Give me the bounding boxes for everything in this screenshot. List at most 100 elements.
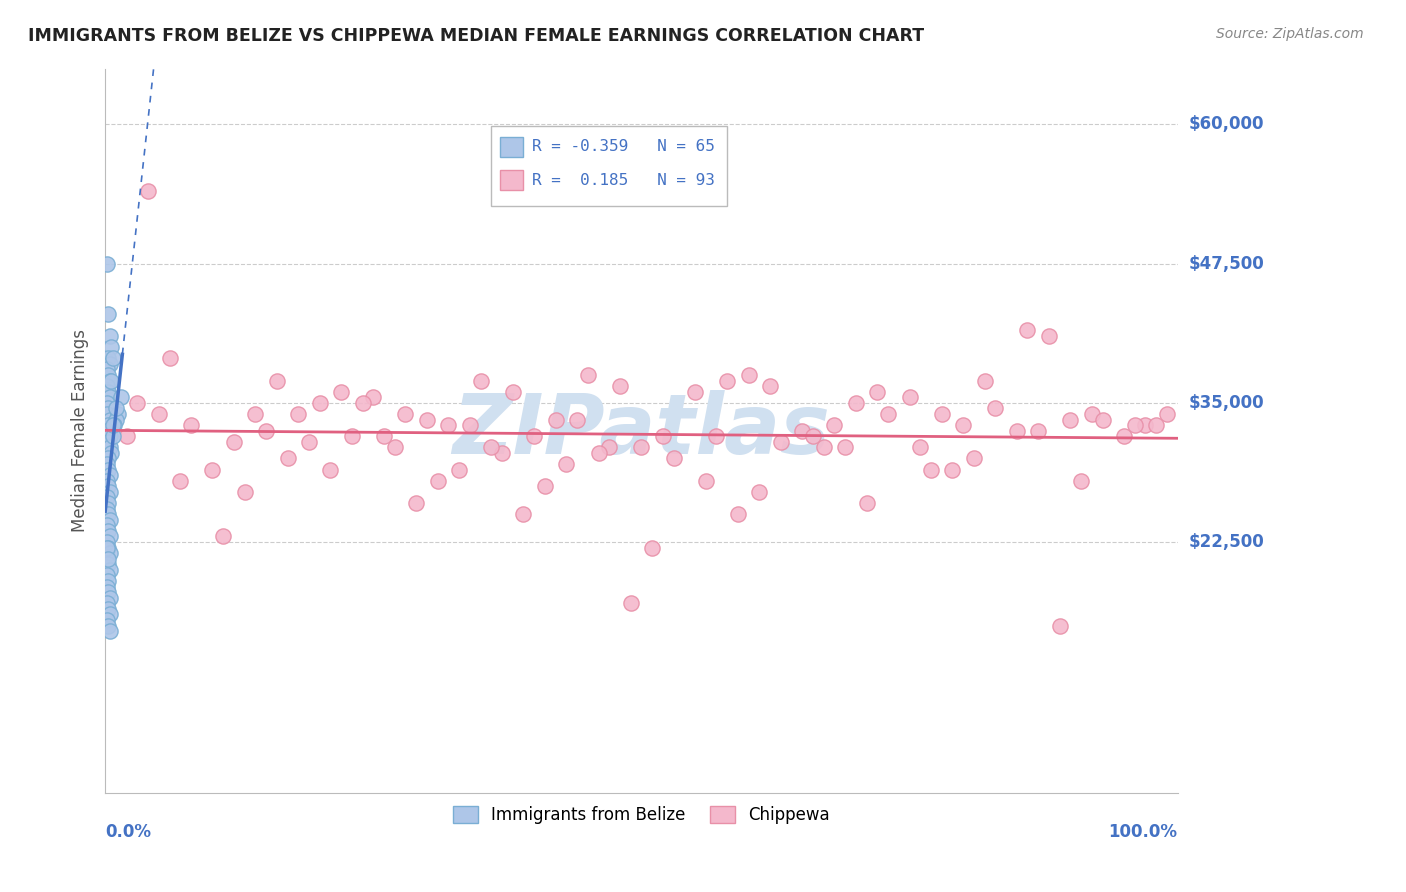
Point xyxy=(98,513,121,527)
Point xyxy=(101,351,124,366)
Point xyxy=(1081,407,1104,421)
Point xyxy=(565,412,588,426)
Point xyxy=(801,429,824,443)
Point xyxy=(169,474,191,488)
Point xyxy=(620,596,643,610)
Point xyxy=(98,429,121,443)
Point xyxy=(426,474,449,488)
Point xyxy=(973,374,995,388)
Point xyxy=(555,457,578,471)
Text: 100.0%: 100.0% xyxy=(1108,823,1178,841)
Point xyxy=(96,535,118,549)
Point xyxy=(96,596,118,610)
FancyBboxPatch shape xyxy=(491,127,727,206)
Point xyxy=(97,507,120,521)
Point xyxy=(373,429,395,443)
Point xyxy=(695,474,717,488)
Text: $35,000: $35,000 xyxy=(1188,393,1264,412)
Point xyxy=(1135,418,1157,433)
Point xyxy=(96,501,118,516)
Point xyxy=(96,491,118,505)
Point xyxy=(98,468,121,483)
Point xyxy=(96,379,118,393)
Point xyxy=(97,351,120,366)
Y-axis label: Median Female Earnings: Median Female Earnings xyxy=(72,329,89,533)
Point xyxy=(1049,618,1071,632)
Point xyxy=(1123,418,1146,433)
Point xyxy=(98,529,121,543)
Text: R = -0.359   N = 65: R = -0.359 N = 65 xyxy=(531,139,714,154)
Point xyxy=(727,507,749,521)
Point xyxy=(98,374,121,388)
Point xyxy=(98,563,121,577)
Point xyxy=(96,568,118,582)
Point xyxy=(363,390,385,404)
Point xyxy=(845,396,868,410)
Point xyxy=(159,351,181,366)
Point xyxy=(101,429,124,443)
Point xyxy=(212,529,235,543)
Point xyxy=(405,496,427,510)
Point xyxy=(97,524,120,538)
Point xyxy=(898,390,921,404)
Point xyxy=(97,618,120,632)
Point xyxy=(98,441,121,455)
Point xyxy=(437,418,460,433)
Point xyxy=(502,384,524,399)
Point xyxy=(963,451,986,466)
Point xyxy=(1026,424,1049,438)
Point xyxy=(100,340,122,354)
Point xyxy=(101,418,124,433)
Point xyxy=(222,434,245,449)
Point xyxy=(609,379,631,393)
Point xyxy=(96,613,118,627)
Point xyxy=(1038,329,1060,343)
Point xyxy=(96,396,118,410)
Point xyxy=(813,441,835,455)
Point xyxy=(110,390,132,404)
Point xyxy=(683,384,706,399)
Point xyxy=(127,396,149,410)
Point xyxy=(96,551,118,566)
FancyBboxPatch shape xyxy=(501,136,523,157)
Point xyxy=(630,441,652,455)
Point xyxy=(319,463,342,477)
Point xyxy=(266,374,288,388)
Point xyxy=(97,585,120,599)
Point xyxy=(1017,323,1039,337)
Point xyxy=(96,518,118,533)
Point xyxy=(598,441,620,455)
Point xyxy=(97,551,120,566)
Point xyxy=(470,374,492,388)
Point xyxy=(952,418,974,433)
Point xyxy=(136,184,159,198)
Point xyxy=(96,457,118,471)
Point xyxy=(276,451,298,466)
Point xyxy=(98,357,121,371)
Point xyxy=(98,484,121,499)
Point xyxy=(96,580,118,594)
Point xyxy=(98,390,121,404)
Text: ZIPatlas: ZIPatlas xyxy=(453,390,831,471)
Point xyxy=(458,418,481,433)
Point xyxy=(1070,474,1092,488)
Point xyxy=(769,434,792,449)
Legend: Immigrants from Belize, Chippewa: Immigrants from Belize, Chippewa xyxy=(453,806,830,824)
Point xyxy=(1144,418,1167,433)
Point xyxy=(97,479,120,493)
Point xyxy=(97,384,120,399)
Point xyxy=(96,424,118,438)
Point xyxy=(512,507,534,521)
Point xyxy=(148,407,170,421)
Point xyxy=(97,418,120,433)
Point xyxy=(254,424,277,438)
Point xyxy=(491,446,513,460)
Point xyxy=(298,434,321,449)
Point xyxy=(330,384,353,399)
Point xyxy=(352,396,374,410)
Point xyxy=(416,412,439,426)
Point xyxy=(180,418,202,433)
Point xyxy=(588,446,610,460)
Point xyxy=(1091,412,1114,426)
Point xyxy=(104,401,127,416)
